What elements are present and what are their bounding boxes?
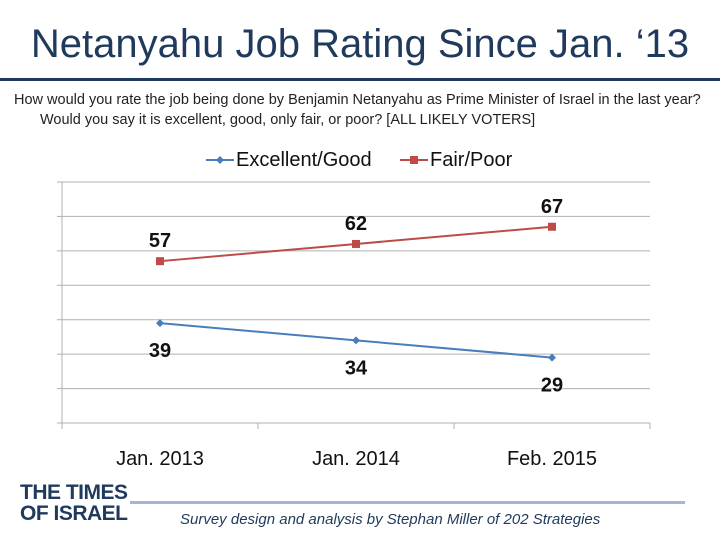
data-point-square xyxy=(156,257,164,266)
data-label: 34 xyxy=(345,357,368,379)
legend-label-excellent-good: Excellent/Good xyxy=(236,148,372,171)
data-point-square xyxy=(548,222,556,231)
x-tick-label: Jan. 2013 xyxy=(116,448,204,470)
data-label: 29 xyxy=(541,375,563,397)
line-chart: Jan. 2013 Jan. 2014 Feb. 2015 39 34 29 57 62 67 xyxy=(57,181,651,470)
data-label: 39 xyxy=(149,340,171,362)
page-title: Netanyahu Job Rating Since Jan. ‘13 xyxy=(30,22,690,66)
survey-credit: Survey design and analysis by Stephan Mi… xyxy=(180,511,601,528)
data-label: 62 xyxy=(345,213,367,235)
survey-question: How would you rate the job being done by… xyxy=(14,92,701,128)
chart-legend: Excellent/Good Fair/Poor xyxy=(0,146,720,174)
legend-marker-square-icon xyxy=(400,156,428,164)
logo-line-2: OF ISRAEL xyxy=(20,502,128,525)
legend-item-excellent-good: Excellent/Good xyxy=(206,146,372,174)
data-label: 57 xyxy=(149,230,171,252)
x-tick-label: Feb. 2015 xyxy=(507,448,597,470)
data-point-diamond xyxy=(548,353,556,362)
x-tick-label: Jan. 2014 xyxy=(312,448,400,470)
footer-divider xyxy=(130,501,685,504)
legend-label-fair-poor: Fair/Poor xyxy=(430,148,513,171)
legend-item-fair-poor: Fair/Poor xyxy=(400,146,512,174)
data-point-square xyxy=(352,239,360,248)
data-point-diamond xyxy=(156,319,164,328)
data-point-diamond xyxy=(352,336,360,345)
data-label: 67 xyxy=(541,196,563,218)
logo-line-1: THE TIMES xyxy=(20,481,128,504)
title-divider xyxy=(0,78,720,81)
legend-marker-diamond-icon xyxy=(206,156,234,164)
times-of-israel-logo: THE TIMES OF ISRAEL xyxy=(20,482,128,524)
